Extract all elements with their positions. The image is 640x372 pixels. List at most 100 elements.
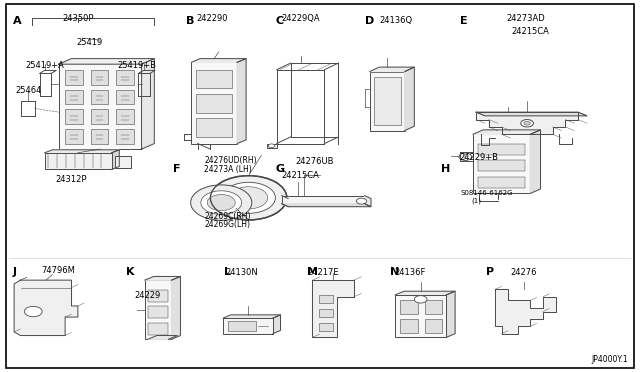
- Polygon shape: [45, 150, 119, 153]
- Bar: [424, 319, 442, 333]
- Text: 24130N: 24130N: [226, 268, 259, 277]
- Bar: [148, 290, 168, 302]
- Bar: [370, 71, 404, 131]
- Bar: [223, 318, 273, 334]
- Text: 25464: 25464: [15, 86, 42, 95]
- Bar: [400, 319, 418, 333]
- Polygon shape: [495, 289, 556, 334]
- Bar: [148, 323, 168, 335]
- Bar: [400, 300, 418, 314]
- Bar: [148, 307, 168, 318]
- Polygon shape: [404, 67, 414, 131]
- Polygon shape: [312, 280, 354, 337]
- Circle shape: [459, 153, 472, 160]
- Bar: [65, 70, 83, 85]
- Polygon shape: [237, 59, 246, 144]
- Text: J: J: [13, 267, 17, 277]
- Circle shape: [201, 191, 242, 214]
- Polygon shape: [365, 196, 371, 207]
- Text: 24229QA: 24229QA: [282, 14, 320, 23]
- Bar: [116, 129, 134, 144]
- Text: 25419+A: 25419+A: [26, 61, 65, 70]
- Text: JP4000Y.1: JP4000Y.1: [592, 355, 628, 364]
- Polygon shape: [476, 112, 578, 134]
- Polygon shape: [191, 59, 246, 62]
- Polygon shape: [141, 59, 154, 149]
- Circle shape: [222, 182, 275, 213]
- Bar: [116, 109, 134, 124]
- Text: C: C: [275, 16, 284, 26]
- Text: B: B: [186, 16, 195, 26]
- Text: S: S: [463, 154, 467, 159]
- Bar: [91, 129, 108, 144]
- Polygon shape: [282, 204, 371, 207]
- Bar: [116, 90, 134, 105]
- Polygon shape: [370, 67, 414, 71]
- Polygon shape: [531, 130, 540, 193]
- Polygon shape: [473, 130, 540, 134]
- Text: 24350P: 24350P: [62, 14, 93, 23]
- Bar: [473, 134, 531, 193]
- Circle shape: [191, 185, 252, 220]
- Text: M: M: [307, 267, 318, 277]
- Text: 24215CA: 24215CA: [511, 27, 549, 36]
- Bar: [478, 160, 525, 171]
- Text: 24312P: 24312P: [56, 175, 87, 184]
- Polygon shape: [111, 150, 119, 169]
- Circle shape: [211, 176, 287, 220]
- Circle shape: [24, 307, 42, 317]
- Bar: [91, 90, 108, 105]
- Circle shape: [521, 119, 534, 127]
- Polygon shape: [446, 291, 455, 337]
- Circle shape: [230, 187, 268, 209]
- Text: 24276UD(RH): 24276UD(RH): [204, 157, 257, 166]
- Bar: [191, 62, 237, 144]
- Text: 24215CA: 24215CA: [282, 171, 319, 180]
- Text: A: A: [13, 16, 22, 26]
- Bar: [65, 90, 83, 105]
- Bar: [196, 70, 232, 88]
- Bar: [65, 109, 83, 124]
- Polygon shape: [273, 315, 280, 334]
- Bar: [319, 295, 333, 304]
- Polygon shape: [476, 112, 587, 116]
- Bar: [395, 295, 446, 337]
- Text: 24269G(LH): 24269G(LH): [204, 220, 250, 229]
- Polygon shape: [395, 291, 455, 295]
- Text: 24273A (LH): 24273A (LH): [204, 164, 252, 174]
- Text: D: D: [365, 16, 374, 26]
- Text: 242290: 242290: [196, 14, 227, 23]
- Text: 24276: 24276: [511, 268, 537, 277]
- Text: 24229+B: 24229+B: [459, 153, 498, 162]
- Text: F: F: [173, 164, 181, 174]
- Polygon shape: [145, 276, 180, 280]
- Circle shape: [207, 195, 236, 211]
- Polygon shape: [59, 59, 154, 64]
- Circle shape: [268, 144, 275, 148]
- Polygon shape: [148, 336, 177, 339]
- Bar: [145, 280, 172, 339]
- Bar: [91, 109, 108, 124]
- Text: 25419: 25419: [77, 38, 103, 47]
- Text: 24269C(RH): 24269C(RH): [204, 212, 250, 221]
- Bar: [65, 129, 83, 144]
- Bar: [196, 118, 232, 137]
- Text: 24136F: 24136F: [395, 268, 426, 277]
- Bar: [228, 321, 255, 331]
- Bar: [282, 196, 365, 204]
- Text: 24217E: 24217E: [307, 268, 339, 277]
- Circle shape: [524, 121, 531, 125]
- Polygon shape: [14, 280, 78, 336]
- Text: 24229: 24229: [134, 291, 160, 300]
- Text: 74796M: 74796M: [41, 266, 75, 276]
- Circle shape: [356, 198, 367, 204]
- Text: 24136Q: 24136Q: [380, 16, 412, 25]
- Bar: [115, 157, 131, 167]
- Bar: [424, 300, 442, 314]
- Text: (1): (1): [472, 197, 482, 203]
- Text: N: N: [390, 267, 399, 277]
- Text: 25419+B: 25419+B: [117, 61, 156, 70]
- Bar: [45, 153, 111, 169]
- Bar: [319, 309, 333, 317]
- Polygon shape: [267, 144, 276, 148]
